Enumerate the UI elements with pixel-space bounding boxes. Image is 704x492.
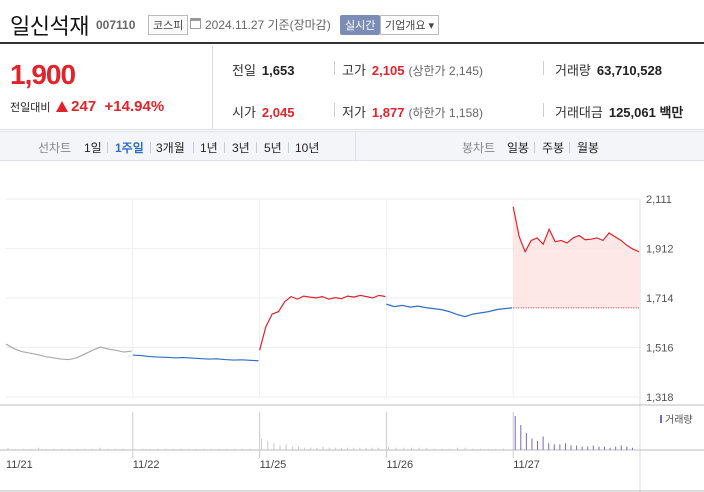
company-info-dropdown[interactable]: 기업개요 ▾ — [380, 15, 440, 35]
open-price: 시가 2,045 — [232, 102, 294, 121]
high-price: 고가 2,105 (상한가 2,145) — [342, 60, 483, 79]
change-label: 전일대비 — [10, 102, 51, 114]
market-badge: 코스피 — [148, 15, 189, 35]
tab-10-year[interactable]: 10년 — [295, 141, 320, 155]
chart-tabs: 선차트 1일 1주일 3개월 1년 3년 5년 10년 봉차트 일봉 주봉 월봉 — [0, 131, 704, 162]
realtime-button[interactable]: 실시간 — [340, 15, 381, 35]
low-price: 저가 1,877 (하한가 1,158) — [342, 102, 483, 121]
base-date: 2024.11.27 기준(장마감) — [205, 18, 331, 32]
x-tick-label: 11/21 — [6, 459, 33, 471]
high-label: 고가 — [342, 63, 366, 78]
tab-weekly-candle[interactable]: 주봉 — [542, 141, 565, 155]
lower-limit: (하한가 1,158) — [408, 106, 483, 120]
x-tick-label: 11/25 — [260, 459, 287, 471]
up-arrow-icon — [55, 101, 68, 112]
y-tick-label: 2,111 — [646, 194, 672, 206]
price-line-11-26 — [386, 303, 513, 318]
trade-amount-value: 125,061 백만 — [608, 105, 684, 120]
price-line-11-22 — [132, 354, 259, 362]
price-line-11-27 — [512, 206, 640, 254]
price-line-11-25 — [259, 294, 386, 351]
volume-legend-label: 거래량 — [665, 414, 693, 426]
prev-close: 전일 1,653 — [232, 60, 294, 79]
trade-amount-label: 거래대금 — [555, 105, 603, 120]
open-label: 시가 — [232, 105, 256, 120]
change-percent: +14.94% — [104, 98, 165, 115]
x-tick-label: 11/27 — [513, 459, 540, 471]
price-line-11-21 — [5, 343, 132, 361]
y-tick-label: 1,714 — [646, 293, 674, 305]
low-label: 저가 — [342, 105, 366, 120]
change-value: 247 — [71, 98, 97, 115]
current-price-box: 1,900 전일대비 247 +14.94% — [0, 46, 213, 130]
current-price: 1,900 — [10, 59, 76, 90]
calendar-icon — [190, 18, 201, 29]
trade-amount: 거래대금 125,061 백만 — [555, 102, 683, 121]
y-tick-label: 1,912 — [646, 244, 674, 256]
quote-panel: 1,900 전일대비 247 +14.94% 전일 1,653 고가 2,105 (상… — [0, 46, 704, 130]
line-chart-label: 선차트 — [38, 141, 72, 155]
y-tick-label: 1,516 — [646, 343, 674, 355]
change-row: 전일대비 247 +14.94% — [10, 98, 164, 115]
tab-1-year[interactable]: 1년 — [200, 141, 218, 155]
candle-chart-label: 봉차트 — [462, 141, 496, 155]
volume-legend-icon — [660, 415, 662, 423]
stock-code: 007110 — [96, 18, 136, 32]
price-chart: 2,111 1,912 1,714 1,516 1,318 11/21 11/22 11/25… — [0, 194, 704, 492]
tab-5-year[interactable]: 5년 — [264, 141, 282, 155]
high-value: 2,105 — [371, 63, 405, 78]
prev-close-label: 전일 — [232, 63, 256, 78]
tab-3-year[interactable]: 3년 — [232, 141, 250, 155]
tab-3-month[interactable]: 3개월 — [156, 141, 185, 155]
stock-name: 일신석재 — [10, 14, 89, 39]
prev-close-value: 1,653 — [261, 63, 295, 78]
tab-daily-candle[interactable]: 일봉 — [507, 141, 530, 155]
today-fill-area — [513, 206, 639, 308]
open-value: 2,045 — [261, 105, 295, 120]
volume: 거래량 63,710,528 — [555, 60, 662, 79]
upper-limit: (상한가 2,145) — [408, 64, 483, 78]
tab-1-day[interactable]: 1일 — [84, 141, 102, 155]
stock-header: 일신석재 007110 코스피 2024.11.27 기준(장마감) 실시간 기… — [0, 0, 704, 44]
tab-1-week[interactable]: 1주일 — [115, 141, 144, 155]
x-tick-label: 11/22 — [133, 459, 160, 471]
y-tick-label: 1,318 — [646, 392, 674, 404]
low-value: 1,877 — [371, 105, 405, 120]
volume-value: 63,710,528 — [596, 63, 662, 78]
volume-label: 거래량 — [555, 63, 591, 78]
tab-monthly-candle[interactable]: 월봉 — [577, 141, 600, 155]
x-tick-label: 11/26 — [386, 459, 413, 471]
